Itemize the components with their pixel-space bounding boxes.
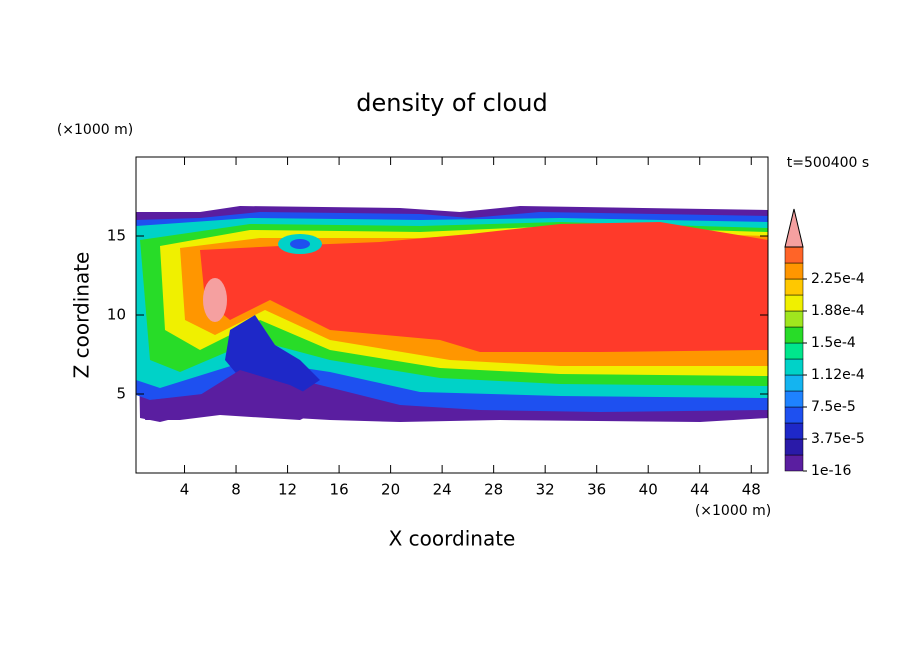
colorbar-band [784, 374, 804, 392]
colorbar-tick-label: 1.5e-4 [811, 335, 856, 351]
colorbar-band [784, 358, 804, 376]
colorbar-band [784, 262, 804, 280]
colorbar-band [784, 454, 804, 472]
colorbar-band [784, 422, 804, 440]
x-tick-label: 44 [690, 481, 709, 499]
y-unit: (×1000 m) [57, 122, 133, 138]
x-tick-label: 36 [587, 481, 606, 499]
y-tick-label: 5 [116, 385, 126, 403]
colorbar-tick-label: 7.5e-5 [811, 399, 856, 415]
x-tick-label: 40 [639, 481, 658, 499]
colorbar-band [784, 246, 804, 264]
x-tick-label: 24 [433, 481, 452, 499]
contour-region [200, 222, 768, 352]
y-tick-label: 10 [107, 306, 126, 324]
colorbar-tick-label: 1.88e-4 [811, 303, 865, 319]
y-tick-label: 15 [107, 227, 126, 245]
contour-region [203, 278, 227, 322]
colorbar-tick-label: 1e-16 [811, 463, 851, 479]
x-axis-label: X coordinate [389, 527, 516, 551]
time-label: t=500400 s [787, 155, 869, 171]
colorbar-band [784, 294, 804, 312]
colorbar-band [784, 278, 804, 296]
colorbar-tick-label: 2.25e-4 [811, 271, 865, 287]
colorbar-band [784, 438, 804, 456]
y-axis-label: Z coordinate [70, 252, 94, 379]
colorbar-band [784, 390, 804, 408]
x-tick-label: 16 [330, 481, 349, 499]
colorbar-tick-label: 1.12e-4 [811, 367, 865, 383]
colorbar-band [784, 342, 804, 360]
colorbar-band [784, 310, 804, 328]
x-tick-label: 32 [536, 481, 555, 499]
contour-field [136, 206, 768, 422]
x-tick-label: 28 [484, 481, 503, 499]
contour-region [290, 239, 310, 249]
contour-region [145, 370, 330, 420]
x-tick-label: 20 [381, 481, 400, 499]
x-unit: (×1000 m) [695, 503, 771, 519]
colorbar-band [784, 326, 804, 344]
x-tick-label: 8 [231, 481, 241, 499]
x-tick-label: 4 [180, 481, 190, 499]
colorbar-extension [784, 208, 804, 248]
chart-title: density of cloud [356, 89, 547, 117]
x-tick-label: 48 [742, 481, 761, 499]
colorbar-tick-label: 3.75e-5 [811, 431, 865, 447]
x-tick-label: 12 [278, 481, 297, 499]
colorbar-band [784, 406, 804, 424]
